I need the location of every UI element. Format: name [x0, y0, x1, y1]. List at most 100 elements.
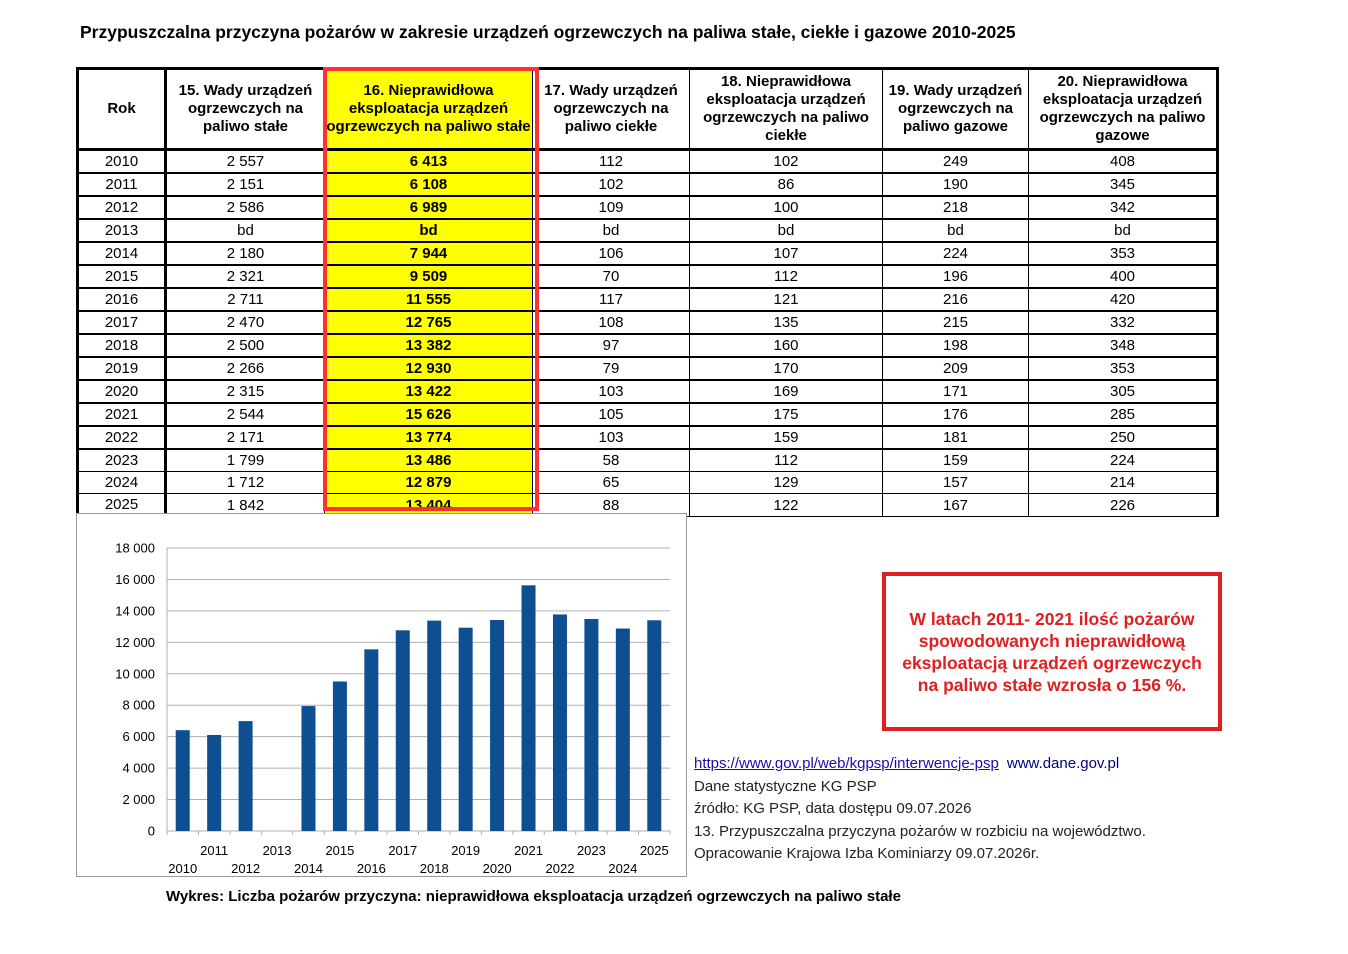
- table-cell: 12 765: [324, 310, 533, 335]
- table-cell: 2017: [76, 310, 167, 335]
- table-cell: 215: [882, 310, 1029, 335]
- table-cell: 2023: [76, 448, 167, 472]
- table-cell: 2019: [76, 356, 167, 381]
- table-cell: 86: [689, 172, 883, 197]
- bar-chart-svg: 0 2 000 4 000 6 000 8 000 10 000 12 000 14 000 1…: [115, 541, 671, 876]
- table-cell: 332: [1028, 310, 1219, 335]
- table-body: 2010 2 557 6 413 112 102 249 408 2011 2 151 6 108…: [76, 149, 1219, 518]
- table-row: 2014 2 180 7 944 106 107 224 353: [76, 241, 1219, 266]
- column-header-17: 17. Wady urządzeń ogrzewczych na paliwo …: [532, 67, 690, 151]
- fire-causes-table: Rok 15. Wady urządzeń ogrzewczych na pal…: [76, 67, 1219, 518]
- bar-2018: [427, 620, 442, 831]
- table-cell: 2 315: [165, 379, 325, 404]
- source-link[interactable]: https://www.gov.pl/web/kgpsp/interwencje…: [694, 755, 999, 772]
- table-cell: 420: [1028, 287, 1219, 312]
- table-cell: 65: [532, 471, 690, 494]
- table-cell: bd: [689, 218, 883, 243]
- y-tick-label: 14 000: [115, 603, 155, 618]
- table-cell: 2022: [76, 425, 167, 450]
- bar-2023: [584, 618, 599, 831]
- table-row: 2024 1 712 12 879 65 129 157 214: [76, 471, 1219, 494]
- bar-2014: [301, 706, 316, 831]
- table-cell: 107: [689, 241, 883, 266]
- table-cell: 108: [532, 310, 690, 335]
- table-cell: 105: [532, 402, 690, 427]
- table-cell: 169: [689, 379, 883, 404]
- table-cell: 2 711: [165, 287, 325, 312]
- table-cell: 103: [532, 425, 690, 450]
- table-cell: 2 151: [165, 172, 325, 197]
- table-cell: 181: [882, 425, 1029, 450]
- table-row: 2020 2 315 13 422 103 169 171 305: [76, 379, 1219, 404]
- table-cell: 6 108: [324, 172, 533, 197]
- bar-2011: [207, 734, 222, 831]
- table-cell: 13 486: [324, 448, 533, 472]
- table-cell: 224: [1028, 448, 1219, 472]
- table-cell: 12 879: [324, 471, 533, 494]
- table-cell: 103: [532, 379, 690, 404]
- table-cell: 2014: [76, 241, 167, 266]
- page-title: Przypuszczalna przyczyna pożarów w zakre…: [80, 22, 1016, 42]
- table-cell: 112: [689, 448, 883, 472]
- source-line-3: 13. Przypuszczalna przyczyna pożarów w r…: [694, 822, 1146, 840]
- table-cell: 2021: [76, 402, 167, 427]
- table-cell: 112: [689, 264, 883, 289]
- y-tick-label: 0: [148, 824, 155, 839]
- table-cell: bd: [882, 218, 1029, 243]
- table-row: 2019 2 266 12 930 79 170 209 353: [76, 356, 1219, 381]
- table-cell: 353: [1028, 241, 1219, 266]
- y-tick-label: 10 000: [115, 666, 155, 681]
- bar-2017: [395, 630, 410, 831]
- note-box: W latach 2011- 2021 ilość pożarów spowod…: [882, 572, 1222, 731]
- table-cell: 214: [1028, 471, 1219, 494]
- table-cell: 345: [1028, 172, 1219, 197]
- table-cell: 170: [689, 356, 883, 381]
- x-tick-label: 2013: [263, 843, 292, 858]
- table-cell: 58: [532, 448, 690, 472]
- table-row: 2010 2 557 6 413 112 102 249 408: [76, 149, 1219, 174]
- table-cell: 13 774: [324, 425, 533, 450]
- table-cell: 109: [532, 195, 690, 220]
- column-header-16: 16. Nieprawidłowa eksploatacja urządzeń …: [324, 67, 533, 151]
- y-tick-label: 6 000: [122, 729, 155, 744]
- table-cell: 11 555: [324, 287, 533, 312]
- table-row: 2022 2 171 13 774 103 159 181 250: [76, 425, 1219, 450]
- table-cell: 2011: [76, 172, 167, 197]
- source-line-1: Dane statystyczne KG PSP: [694, 777, 877, 795]
- table-cell: 305: [1028, 379, 1219, 404]
- table-cell: 2 544: [165, 402, 325, 427]
- column-header-20: 20. Nieprawidłowa eksploatacja urządzeń …: [1028, 67, 1219, 151]
- table-header-row: Rok 15. Wady urządzeń ogrzewczych na pal…: [76, 67, 1219, 151]
- table-cell: 2 321: [165, 264, 325, 289]
- source-line-4: Opracowanie Krajowa Izba Kominiarzy 09.0…: [694, 845, 1040, 862]
- table-cell: 102: [532, 172, 690, 197]
- table-cell: bd: [165, 218, 325, 243]
- x-tick-label: 2018: [420, 861, 449, 876]
- table-row: 2016 2 711 11 555 117 121 216 420: [76, 287, 1219, 312]
- table-cell: 348: [1028, 333, 1219, 358]
- bar-2025: [647, 620, 662, 831]
- table-row: 2012 2 586 6 989 109 100 218 342: [76, 195, 1219, 220]
- bar-2012: [238, 721, 253, 831]
- table-cell: 79: [532, 356, 690, 381]
- x-tick-label: 2017: [388, 843, 417, 858]
- table-cell: 160: [689, 333, 883, 358]
- y-tick-label: 8 000: [122, 698, 155, 713]
- table-cell: 408: [1028, 149, 1219, 174]
- table-cell: 226: [1028, 493, 1219, 517]
- table-cell: 176: [882, 402, 1029, 427]
- bar-chart: 0 2 000 4 000 6 000 8 000 10 000 12 000 14 000 1…: [76, 513, 687, 877]
- note-text: W latach 2011- 2021 ilość pożarów spowod…: [902, 608, 1202, 695]
- x-tick-label: 2014: [294, 861, 323, 876]
- table-cell: 159: [882, 448, 1029, 472]
- table-cell: 106: [532, 241, 690, 266]
- table-cell: 250: [1028, 425, 1219, 450]
- table-row: 2015 2 321 9 509 70 112 196 400: [76, 264, 1219, 289]
- table-cell: 2020: [76, 379, 167, 404]
- y-tick-label: 4 000: [122, 761, 155, 776]
- table-row: 2021 2 544 15 626 105 175 176 285: [76, 402, 1219, 427]
- table-cell: 159: [689, 425, 883, 450]
- sources-block: https://www.gov.pl/web/kgpsp/interwencje…: [694, 753, 1146, 866]
- table-cell: 342: [1028, 195, 1219, 220]
- y-tick-label: 2 000: [122, 792, 155, 807]
